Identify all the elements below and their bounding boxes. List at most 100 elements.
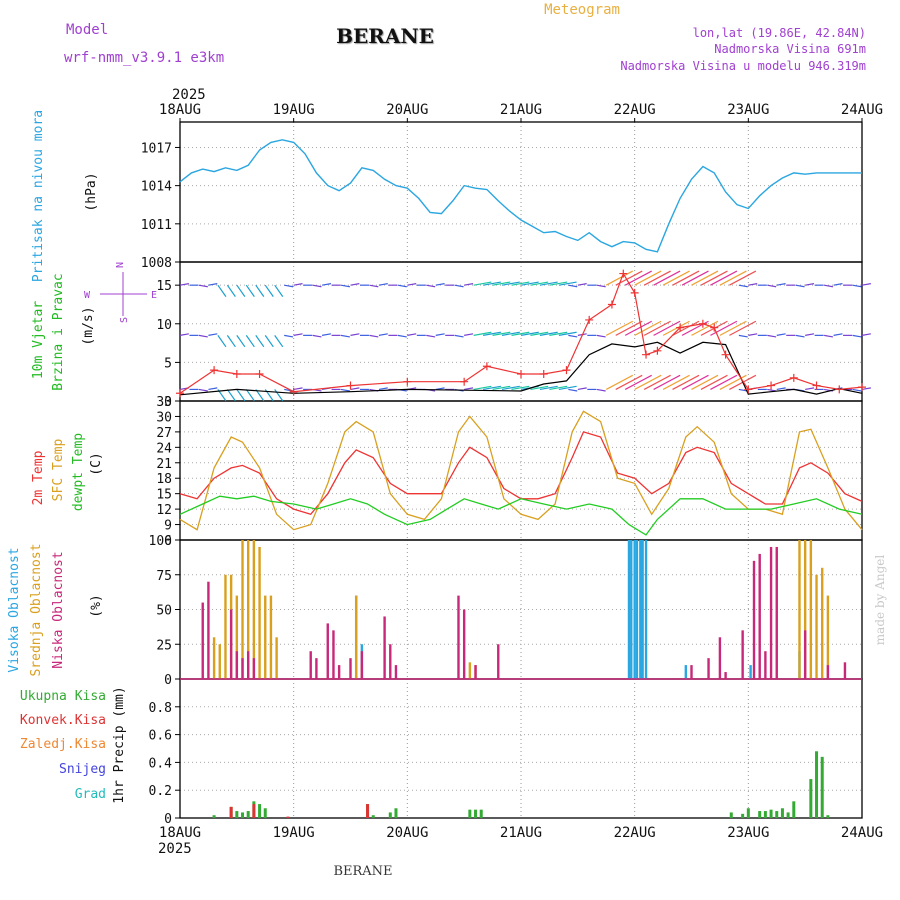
y-tick-label: 0.4 <box>149 756 173 771</box>
wind-compass: W E N S <box>84 262 157 323</box>
product-label: Meteogram <box>544 2 620 18</box>
wind-gust-marker <box>539 369 548 378</box>
wind-barb <box>217 284 227 297</box>
cloud-bar <box>775 546 778 679</box>
wind-barb <box>767 388 777 392</box>
precip-label-total: Ukupna Kisa <box>20 689 106 704</box>
wind-barb <box>217 335 227 348</box>
wind-barb <box>748 333 758 336</box>
wind-barb <box>824 334 834 338</box>
wind-barb <box>833 283 843 286</box>
y-tick-label: 18 <box>156 472 172 487</box>
wind-gust-marker <box>210 366 219 375</box>
wind-barb <box>568 388 578 392</box>
wind-barb <box>539 331 558 336</box>
cloud-bar <box>326 623 329 679</box>
wind-barb <box>236 389 246 402</box>
cloud-bar <box>201 602 204 679</box>
x-tick-label-top: 22AUG <box>614 102 656 118</box>
x-tick-label-bottom: 18AUG <box>159 825 201 841</box>
y-tick-label: 0 <box>164 395 172 410</box>
wind-barb <box>558 331 577 336</box>
wind-barb <box>729 270 757 286</box>
wind-gust-marker <box>710 323 719 332</box>
wind-barb <box>483 281 501 286</box>
wind-barb <box>473 331 492 336</box>
precip-bar <box>775 811 779 818</box>
wind-barb <box>293 333 303 336</box>
wind-barb <box>710 320 738 336</box>
precip-bar <box>479 809 483 818</box>
cloud-bar <box>457 595 460 679</box>
wind-barb <box>179 333 189 336</box>
wind-barb <box>805 387 815 391</box>
wind-barb <box>767 334 777 338</box>
cloud-bar <box>644 540 648 679</box>
wind-barb <box>378 283 388 286</box>
wind-barb <box>805 333 815 336</box>
wind-barb <box>350 333 360 336</box>
wind-barb <box>738 334 748 338</box>
watermark: made by Angel <box>873 555 887 646</box>
wind-gust-marker <box>721 350 730 359</box>
cloud-bar <box>224 574 227 679</box>
wind-barb <box>568 284 578 288</box>
cloud-bar <box>826 665 830 679</box>
wind-barb <box>492 385 511 391</box>
precip-bar <box>769 809 773 818</box>
pressure-unit: (hPa) <box>84 172 99 211</box>
cloud-bar <box>349 658 352 679</box>
x-tick-label-top: 19AUG <box>273 102 315 118</box>
wind-barb <box>274 335 284 348</box>
wind-barb <box>530 385 549 391</box>
x-tick-label-bottom: 19AUG <box>273 825 315 841</box>
wind-barb <box>653 374 681 390</box>
wind-barb <box>236 284 246 297</box>
wind-barb <box>729 320 757 336</box>
wind-barb <box>284 284 294 288</box>
wind-barb <box>454 284 464 288</box>
wind-barb <box>208 283 218 286</box>
wind-gust-marker <box>642 350 651 359</box>
year-top: 2025 <box>172 87 206 103</box>
x-tick-label-top: 20AUG <box>386 102 428 118</box>
cloud-left-label-3: Niska Oblacnost <box>51 551 66 668</box>
wind-barb <box>407 333 417 336</box>
y-tick-label: 10 <box>156 318 172 333</box>
wind-barb <box>691 320 719 336</box>
wind-gust-marker <box>255 369 264 378</box>
wind-gust-marker <box>346 381 355 390</box>
cloud-bar <box>218 644 221 679</box>
y-tick-label: 27 <box>156 426 172 441</box>
wind-barb <box>861 333 871 336</box>
wind-barb <box>691 374 719 390</box>
wind-gust-marker <box>176 389 184 398</box>
wind-barb <box>198 284 208 288</box>
wind-barb <box>596 284 606 288</box>
cloud-bar <box>630 540 633 679</box>
wind-barb <box>179 283 189 286</box>
pressure-left-label: Pritisak na nivou mora <box>31 110 46 282</box>
wind-barb <box>539 385 558 391</box>
y-tick-label: 0 <box>164 673 172 688</box>
wind-gust-marker <box>767 381 776 390</box>
precip-bar <box>780 808 784 818</box>
wind-barb <box>776 333 786 336</box>
wind-barb <box>293 283 303 286</box>
wind-barb <box>852 334 862 338</box>
wind-gust-marker <box>630 288 639 297</box>
model-name: wrf-nmm_v3.9.1 e3km <box>64 50 224 66</box>
wind-barb <box>501 331 520 336</box>
wind-gust-marker <box>562 366 571 375</box>
wind-barb <box>483 385 501 391</box>
precip-bar <box>741 813 745 818</box>
wind-barb <box>274 389 284 402</box>
wind-gust-marker <box>858 383 866 392</box>
wind-barb <box>530 331 549 336</box>
wind-barb <box>549 331 568 336</box>
x-tick-label-bottom: 20AUG <box>386 825 428 841</box>
wind-barb <box>520 331 539 336</box>
wind-barb <box>464 333 474 336</box>
x-tick-label-top: 18AUG <box>159 102 201 118</box>
